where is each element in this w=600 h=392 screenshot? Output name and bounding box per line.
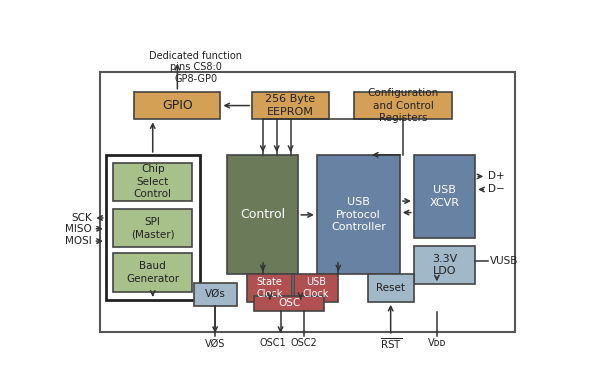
- Text: State
Clock: State Clock: [257, 277, 283, 299]
- Text: USB
Clock: USB Clock: [303, 277, 329, 299]
- Bar: [106, 155, 200, 299]
- Bar: [100, 72, 515, 332]
- Text: 256 Byte
EEPROM: 256 Byte EEPROM: [265, 94, 316, 117]
- Text: Dedicated function
pins CS8:0
GP8-GP0: Dedicated function pins CS8:0 GP8-GP0: [149, 51, 242, 84]
- Bar: [368, 274, 414, 302]
- Text: OSC2: OSC2: [290, 338, 317, 348]
- Bar: [252, 92, 329, 120]
- Bar: [113, 163, 192, 201]
- Text: $\overline{\mathrm{RST}}$: $\overline{\mathrm{RST}}$: [380, 336, 402, 351]
- Bar: [113, 209, 192, 247]
- Bar: [414, 246, 475, 284]
- Text: SPI
(Master): SPI (Master): [131, 217, 175, 239]
- Text: MOSI: MOSI: [65, 236, 92, 246]
- Bar: [247, 274, 292, 302]
- Text: USB
XCVR: USB XCVR: [430, 185, 460, 208]
- Text: Configuration
and Control
Registers: Configuration and Control Registers: [367, 88, 439, 123]
- Text: Baud
Generator: Baud Generator: [126, 261, 179, 284]
- Text: D+: D+: [488, 171, 505, 181]
- Text: Chip
Select
Control: Chip Select Control: [134, 164, 172, 199]
- Text: VØS: VØS: [205, 338, 225, 348]
- Text: VØs: VØs: [205, 289, 226, 299]
- Text: Control: Control: [240, 208, 286, 221]
- Text: 3.3V
LDO: 3.3V LDO: [432, 254, 457, 276]
- Bar: [414, 155, 475, 238]
- Bar: [134, 92, 220, 120]
- Text: Reset: Reset: [376, 283, 405, 293]
- Bar: [227, 155, 298, 274]
- Text: GPIO: GPIO: [162, 99, 193, 112]
- Text: MISO: MISO: [65, 224, 92, 234]
- Bar: [293, 274, 338, 302]
- Text: OSC: OSC: [278, 298, 300, 309]
- Bar: [113, 253, 192, 292]
- Bar: [254, 296, 325, 311]
- Text: VUSB: VUSB: [490, 256, 518, 266]
- Bar: [354, 92, 452, 120]
- Text: OSC1: OSC1: [260, 338, 286, 348]
- Text: Vᴅᴅ: Vᴅᴅ: [428, 338, 446, 348]
- Text: SCK: SCK: [71, 213, 92, 223]
- Bar: [317, 155, 400, 274]
- Bar: [194, 283, 236, 306]
- Text: D−: D−: [488, 185, 505, 194]
- Text: USB
Protocol
Controller: USB Protocol Controller: [331, 197, 386, 232]
